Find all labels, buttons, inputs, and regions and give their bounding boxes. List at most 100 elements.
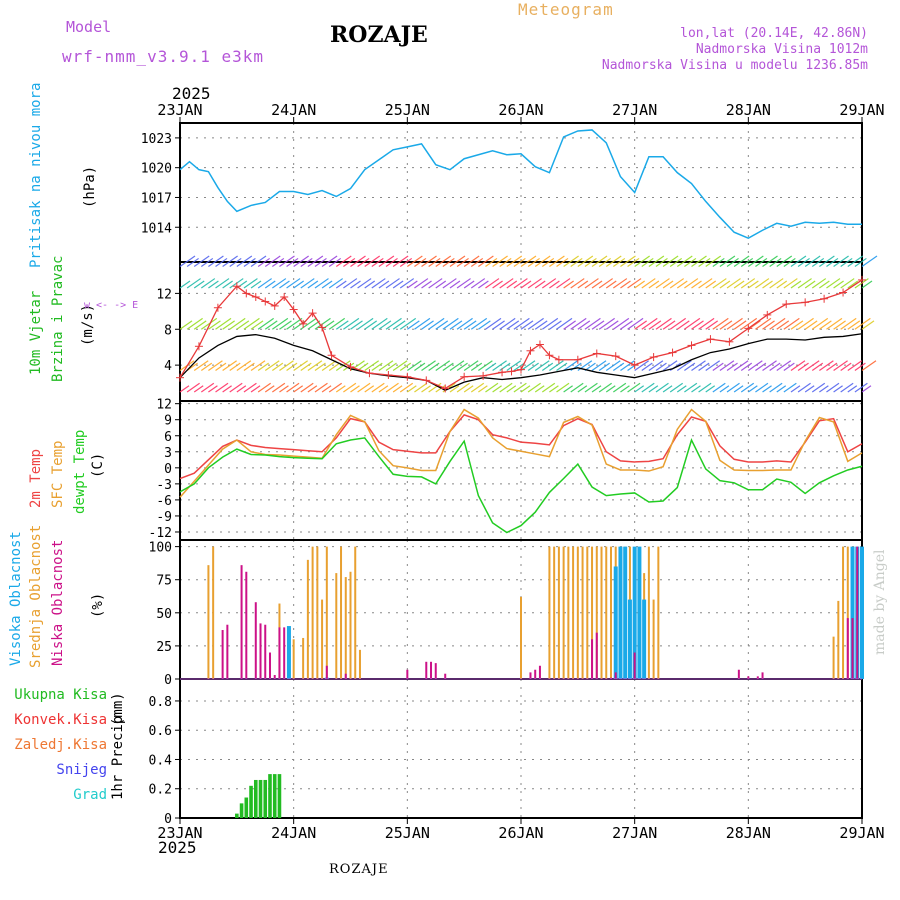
wind-barb: [470, 382, 485, 393]
wind-barb: [406, 255, 423, 267]
cloud-mid-bar: [837, 600, 840, 679]
y-tick-label: 0: [164, 462, 172, 477]
wind-barb: [435, 385, 446, 393]
cloud-low-bar: [846, 618, 849, 679]
wind-barb: [584, 257, 597, 267]
wind-barb: [598, 278, 613, 289]
wind-barb: [776, 320, 790, 330]
wind-barb: [193, 320, 207, 330]
wind-barb: [811, 382, 826, 393]
wind-barb: [314, 278, 329, 289]
wind-barb: [236, 255, 253, 267]
wind-barb: [819, 320, 832, 330]
wind-barb: [833, 255, 849, 267]
cloud-low-bar: [268, 652, 271, 679]
wind-barb: [804, 320, 818, 330]
y-tick-label: 4: [164, 359, 172, 374]
wind-barb: [485, 382, 499, 393]
wind-barb: [506, 255, 523, 267]
wind-barb: [854, 257, 867, 267]
cloud-low-bar: [254, 602, 257, 679]
wind-barb: [556, 382, 570, 393]
wind-barb: [698, 362, 710, 372]
wind-barb: [705, 360, 721, 372]
x-tick-label: 24JAN: [271, 101, 316, 119]
wind-barb: [861, 255, 878, 267]
wind-barb: [790, 320, 804, 330]
wind-barb: [584, 382, 598, 393]
wind-barb: [321, 280, 333, 289]
wind-barb: [811, 257, 825, 267]
y-tick-label: 1023: [141, 132, 172, 147]
wind-barb: [293, 385, 304, 393]
cloud-low-bar: [609, 677, 612, 679]
wind-barb: [264, 360, 280, 372]
wind-barb: [712, 382, 726, 393]
cloud-high-bar: [642, 599, 647, 679]
precip-bar: [239, 803, 244, 818]
wind-barb: [343, 257, 356, 267]
wind-barb: [719, 280, 731, 289]
wind-barb: [819, 280, 830, 289]
wind-barb: [200, 278, 216, 289]
wind-barb: [272, 317, 289, 330]
wind-barb: [193, 255, 210, 267]
wind-barb: [605, 255, 622, 267]
wind-barb: [755, 382, 769, 393]
wind-barb: [442, 257, 455, 267]
wind-barb: [641, 278, 656, 289]
wind-barb: [577, 255, 594, 267]
wind-barb: [357, 278, 372, 289]
wind-barb: [534, 255, 551, 267]
wind-barb: [378, 320, 392, 330]
wind-barb: [215, 382, 229, 393]
wind-barb: [648, 320, 662, 330]
wind-barb: [676, 255, 693, 267]
wind-barb: [478, 280, 489, 289]
wind-barb: [222, 255, 238, 267]
wind-barb: [286, 278, 301, 289]
x-tick-label: 25JAN: [385, 824, 430, 842]
wind-barb: [613, 317, 630, 330]
wind-barb: [769, 257, 782, 267]
wind-barb: [747, 360, 763, 372]
cloud-mid-bar: [572, 546, 575, 679]
wind-barb: [250, 360, 266, 372]
wind-barb: [520, 385, 531, 393]
wind-barb: [222, 320, 235, 330]
wind-barb: [641, 382, 655, 393]
wind-barb: [854, 382, 868, 393]
wind-barb: [215, 362, 227, 372]
precip-bar: [268, 774, 272, 818]
wind-barb: [527, 362, 539, 372]
wind-barb: [847, 255, 864, 267]
wind-barb: [335, 280, 347, 289]
model-name: wrf-nmm_v3.9.1 e3km: [62, 47, 265, 66]
wind-barb: [243, 317, 260, 330]
wind-barb: [776, 360, 792, 372]
wind-barb: [371, 278, 386, 289]
cloud-low-bar: [264, 624, 267, 679]
wind-barb: [485, 362, 497, 372]
cloud-mid-bar: [548, 546, 551, 679]
wind-barb: [676, 320, 690, 330]
wind-barb: [520, 320, 534, 330]
cloud-mid-bar: [576, 546, 579, 679]
wind-barb: [620, 280, 631, 289]
wind-barb: [286, 362, 298, 372]
wind-barb: [790, 385, 801, 393]
wind-barb: [478, 255, 494, 267]
wind-barb: [257, 278, 272, 289]
wind-barb: [335, 385, 346, 393]
wind-mean-line: [179, 333, 863, 391]
wind-barb: [456, 257, 469, 267]
wind-barb: [485, 317, 502, 330]
wind-barb: [250, 255, 267, 267]
wind-barb: [293, 255, 310, 267]
cloud-mid-bar: [340, 546, 343, 679]
wind-barb: [371, 317, 388, 330]
y-tick-label: 12: [156, 287, 172, 302]
precip-bar: [249, 785, 253, 818]
wind-barb: [520, 280, 532, 289]
panel-frame-pressure: [179, 122, 863, 263]
